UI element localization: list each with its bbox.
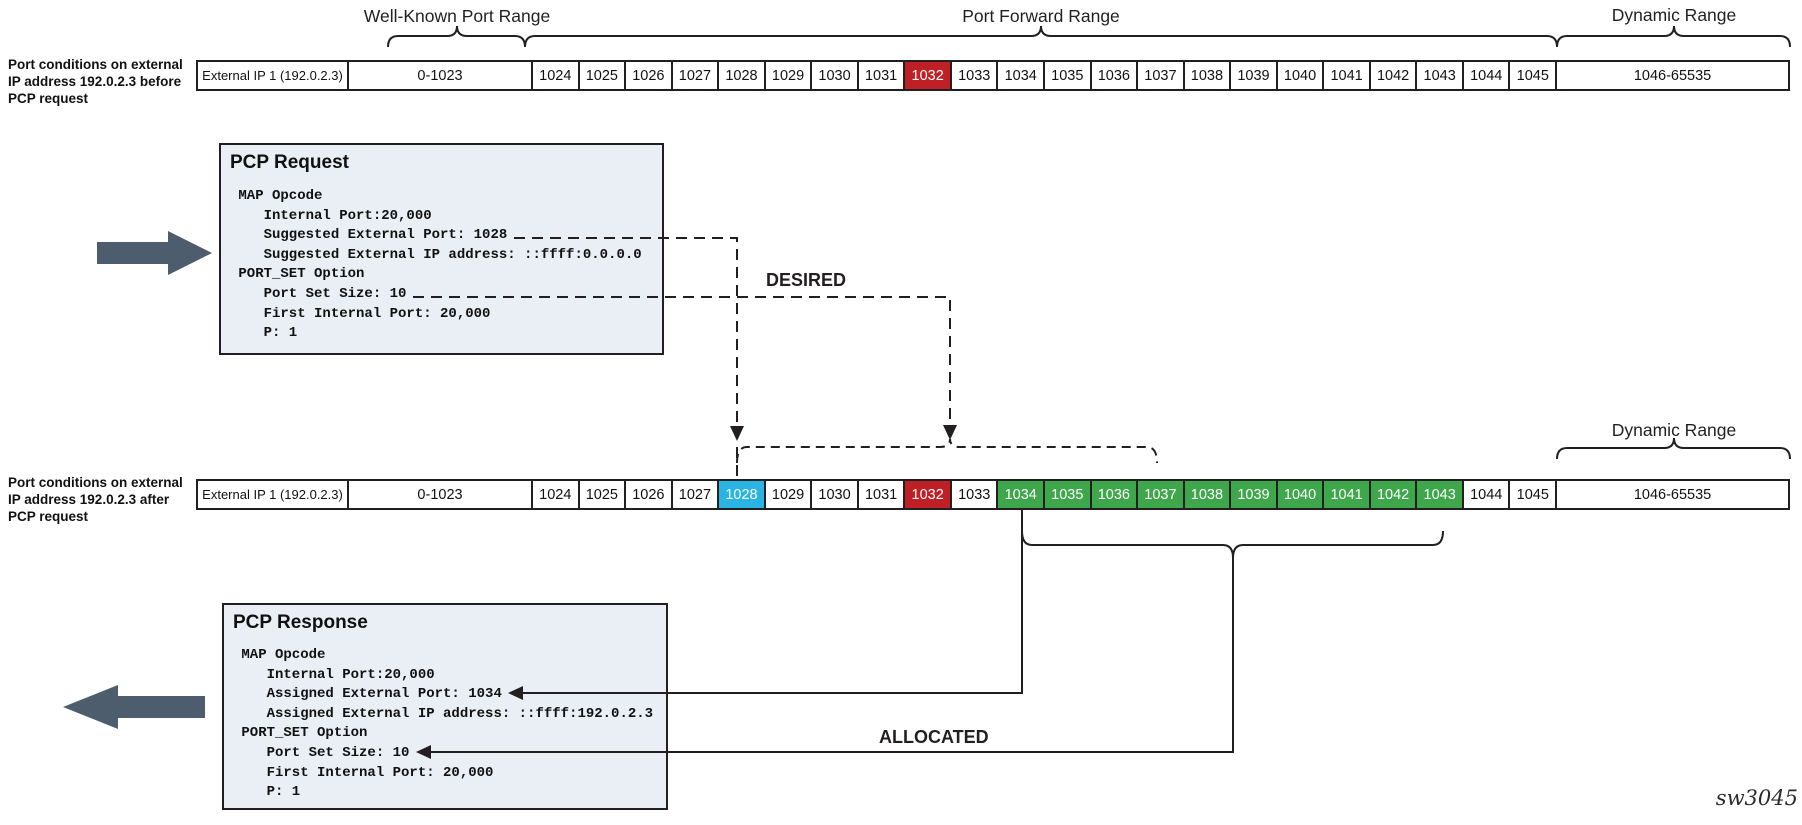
well-known-range-cell: 0-1023 [347, 481, 531, 508]
port-cell: 1039 [1229, 481, 1276, 508]
port-cell: 1032 [903, 481, 950, 508]
pcp-response-box: PCP Response MAP Opcode Internal Port:20… [222, 603, 668, 810]
port-cell: 1024 [531, 62, 578, 89]
port-cell: 1040 [1275, 62, 1323, 89]
pcp-message-line: First Internal Port: 20,000 [233, 764, 494, 781]
port-cell: 1038 [1182, 481, 1230, 508]
port-cell: 1038 [1182, 62, 1230, 89]
dynamic-range-cell: 1046-65535 [1555, 62, 1788, 89]
port-row-after: External IP 1 (192.0.2.3) 0-1023 1024 1025 1… [196, 479, 1790, 510]
pcp-message-line: P: 1 [230, 325, 298, 342]
well-known-range-cell: 0-1023 [347, 62, 531, 89]
port-cell: 1037 [1136, 481, 1183, 508]
port-forward-range-label: Port Forward Range [962, 6, 1120, 26]
caption-line: Port conditions on external [8, 475, 183, 490]
port-cell: 1026 [624, 62, 671, 89]
pcp-request-title: PCP Request [230, 152, 349, 173]
ip-address-cell: External IP 1 (192.0.2.3) [202, 68, 343, 83]
port-cell: 1032 [903, 62, 950, 89]
pcp-message-line: PORT_SET Option [233, 725, 368, 742]
port-cell: 1028 [717, 481, 764, 508]
port-cell: 1033 [949, 481, 997, 508]
port-cell: 1028 [717, 62, 764, 89]
pcp-message-line: Port Set Size: 10 [233, 744, 410, 761]
pcp-message-line: MAP Opcode [230, 188, 323, 204]
port-cell: 1039 [1229, 62, 1276, 89]
port-cell: 1040 [1275, 481, 1323, 508]
pcp-message-line: Suggested External Port: 1028 [230, 227, 508, 244]
port-cell: 1034 [996, 481, 1044, 508]
port-cell: 1029 [763, 481, 811, 508]
port-cell: 1042 [1368, 481, 1416, 508]
response-direction-arrow [63, 685, 205, 729]
well-known-brace [387, 25, 526, 48]
port-cell: 1045 [1508, 62, 1555, 89]
dynamic-range-brace-top [1556, 25, 1791, 48]
pcp-message-line: Internal Port:20,000 [233, 666, 435, 683]
pcp-message-line: First Internal Port: 20,000 [230, 305, 491, 322]
port-cell: 1029 [763, 62, 811, 89]
port-cell: 1037 [1136, 62, 1183, 89]
caption-line: PCP request [8, 509, 89, 524]
port-cell: 1045 [1508, 481, 1555, 508]
port-cell: 1036 [1089, 481, 1137, 508]
port-cell: 1034 [996, 62, 1043, 89]
dynamic-range-label-top: Dynamic Range [1611, 5, 1737, 25]
after-row-caption: Port conditions on external IP address 1… [8, 474, 198, 525]
port-cell: 1044 [1461, 62, 1509, 89]
port-cell: 1041 [1322, 62, 1369, 89]
port-cell: 1026 [624, 481, 671, 508]
pcp-message-line: Assigned External Port: 1034 [233, 686, 502, 703]
request-direction-arrow [97, 231, 212, 275]
port-row-before: External IP 1 (192.0.2.3) 0-1023 1024 1025 1… [196, 60, 1790, 91]
pcp-message-line: Internal Port:20,000 [230, 207, 432, 224]
before-row-caption: Port conditions on external IP address 1… [8, 56, 198, 107]
desired-range-dashed-brace [736, 438, 1158, 464]
port-cell: 1030 [810, 62, 857, 89]
port-cell: 1041 [1322, 481, 1369, 508]
dynamic-range-cell: 1046-65535 [1555, 481, 1788, 508]
pcp-message-line: MAP Opcode [233, 647, 326, 663]
pcp-response-title: PCP Response [233, 612, 368, 633]
port-cell: 1024 [531, 481, 578, 508]
port-cell: 1025 [577, 481, 625, 508]
allocated-annotation: ALLOCATED [879, 727, 989, 747]
port-cell: 1043 [1415, 481, 1462, 508]
pcp-message-line: PORT_SET Option [230, 266, 365, 283]
port-cell: 1027 [670, 62, 718, 89]
allocated-range-brace [1021, 530, 1444, 559]
figure-id-watermark: sw3045 [1715, 786, 1798, 810]
port-cell: 1031 [856, 62, 904, 89]
pcp-response-lines: MAP Opcode Internal Port:20,000 Assigned… [224, 646, 666, 803]
port-cell: 1033 [949, 62, 997, 89]
port-cell: 1044 [1461, 481, 1509, 508]
pcp-message-line: P: 1 [233, 784, 301, 801]
port-cell: 1031 [856, 481, 904, 508]
port-cell: 1025 [577, 62, 625, 89]
pcp-request-box: PCP Request MAP Opcode Internal Port:20,… [219, 143, 664, 355]
pcp-request-lines: MAP Opcode Internal Port:20,000 Suggeste… [221, 187, 662, 344]
port-cell: 1042 [1368, 62, 1416, 89]
pcp-message-line: Suggested External IP address: ::ffff:0.… [230, 246, 642, 263]
port-cell: 1035 [1043, 481, 1090, 508]
port-cell: 1035 [1043, 62, 1090, 89]
port-forward-brace [524, 25, 1558, 48]
pcp-message-line: Assigned External IP address: ::ffff:192… [233, 705, 654, 722]
dynamic-range-brace-row2 [1556, 437, 1791, 460]
ip-address-cell: External IP 1 (192.0.2.3) [202, 487, 343, 502]
port-cell: 1030 [810, 481, 857, 508]
caption-line: IP address 192.0.2.3 after [8, 492, 170, 507]
port-cell: 1036 [1089, 62, 1137, 89]
desired-annotation: DESIRED [766, 270, 847, 290]
pcp-message-line: Port Set Size: 10 [230, 285, 407, 302]
well-known-port-range-label: Well-Known Port Range [363, 6, 551, 26]
dynamic-range-label-row2: Dynamic Range [1611, 420, 1737, 440]
port-cell: 1043 [1415, 62, 1462, 89]
caption-line: Port conditions on external [8, 57, 183, 72]
caption-line: IP address 192.0.2.3 before [8, 74, 182, 89]
caption-line: PCP request [8, 91, 89, 106]
port-cell: 1027 [670, 481, 718, 508]
